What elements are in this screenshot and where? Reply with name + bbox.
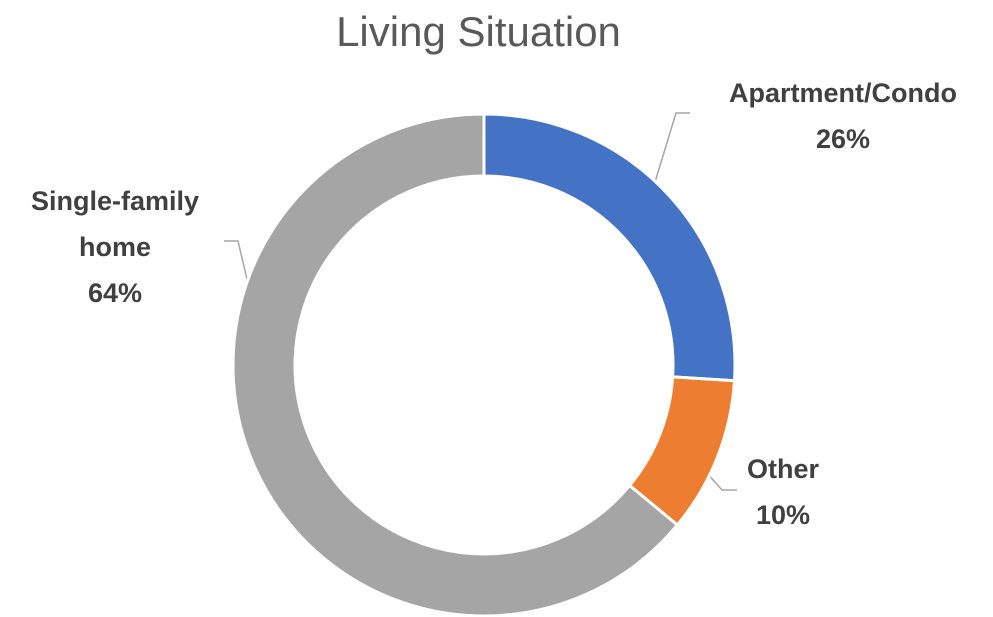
data-label: Single-family home 64% [15, 178, 215, 316]
category-label: Other [746, 454, 819, 484]
category-label: Apartment/Condo [729, 78, 957, 108]
category-label: Single-family home [30, 186, 200, 262]
chart-title: Living Situation [336, 8, 621, 55]
donut-slice [482, 112, 737, 383]
value-label: 26% [815, 124, 871, 154]
leader-line [224, 240, 251, 293]
value-label: 64% [87, 278, 143, 308]
data-label: Apartment/Condo 26% [683, 70, 993, 162]
donut-slice [231, 112, 680, 617]
value-label: 10% [755, 500, 811, 530]
data-label: Other 10% [683, 446, 883, 538]
